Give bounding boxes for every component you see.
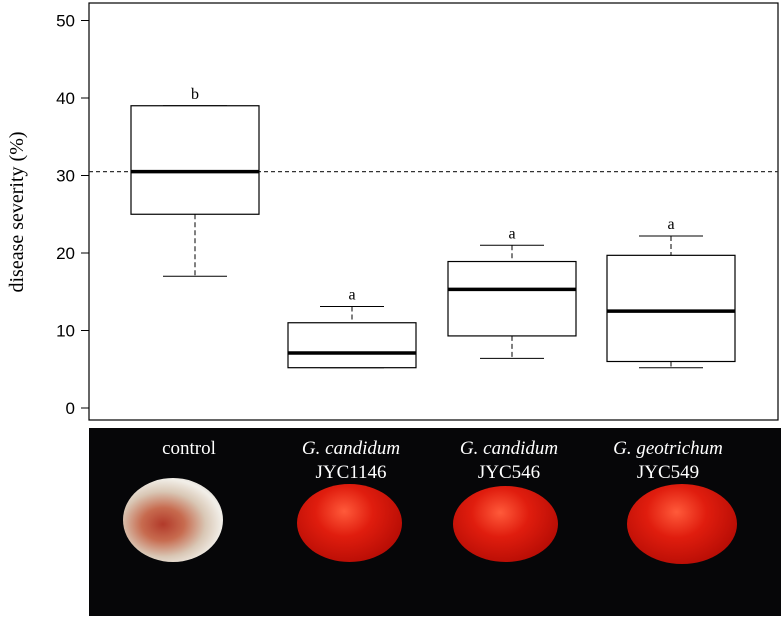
strain-name: control [162,438,216,459]
species-name: G. candidum [301,438,401,459]
box-1: b [130,86,260,277]
rotten-tomato-image [123,478,223,562]
boxes: b a a a [130,86,736,369]
strain-name: JYC546 [477,462,541,483]
box-rect [287,322,417,369]
y-tick-label: 10 [56,322,75,341]
significance-letter: a [348,286,355,303]
healthy-tomato-image-3 [627,484,737,564]
fruit-photo-panel: control G. candidum JYC1146 G. candidum JYC5… [89,428,781,616]
y-tick-label: 50 [56,12,75,31]
box-rect [130,105,260,215]
species-name: G. candidum [459,438,559,459]
treatment-label: G. candidum JYC546 [424,437,594,485]
treatment-label: G. geotrichum JYC549 [583,437,753,485]
box-rect [606,254,736,363]
box-rect [447,260,577,337]
y-tick-label: 0 [66,399,75,418]
y-tick-label: 20 [56,244,75,263]
significance-letter: a [667,216,674,233]
y-tick-label: 30 [56,167,75,186]
treatment-label: G. candidum JYC1146 [266,437,436,485]
y-axis-label: disease severity (%) [6,131,28,292]
strain-name: JYC1146 [315,462,387,483]
species-name: G. geotrichum [613,438,723,459]
significance-letter: a [508,225,515,242]
box-plot: disease severity (%) 0 10 20 30 40 50 b a a a [6,2,779,421]
box-2: a [287,286,417,369]
box-4: a [606,216,736,369]
y-tick-label: 40 [56,89,75,108]
box-3: a [447,225,577,359]
plot-frame [88,2,779,421]
treatment-label: control [104,437,274,461]
healthy-tomato-image-2 [453,486,558,562]
significance-letter: b [191,86,199,103]
healthy-tomato-image-1 [297,484,402,562]
strain-name: JYC549 [636,462,700,483]
